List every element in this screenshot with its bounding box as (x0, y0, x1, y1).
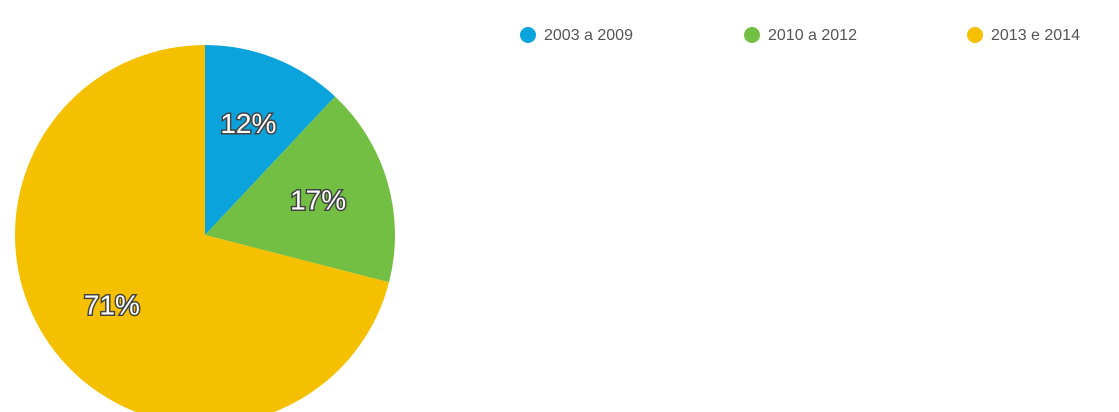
legend-marker (967, 27, 983, 43)
pie-slice (15, 45, 390, 412)
legend-marker (520, 27, 536, 43)
legend-text: 2003 a 2009 (544, 27, 633, 44)
pie-slice (205, 45, 336, 235)
legend-text: 2010 a 2012 (768, 27, 857, 44)
slice-label: 71% (84, 290, 140, 321)
legend-text: 2013 e 2014 (991, 27, 1080, 44)
legend-marker (744, 27, 760, 43)
pie-slice (205, 96, 395, 283)
slice-label: 12% (220, 108, 276, 139)
slice-label: 17% (290, 185, 346, 216)
